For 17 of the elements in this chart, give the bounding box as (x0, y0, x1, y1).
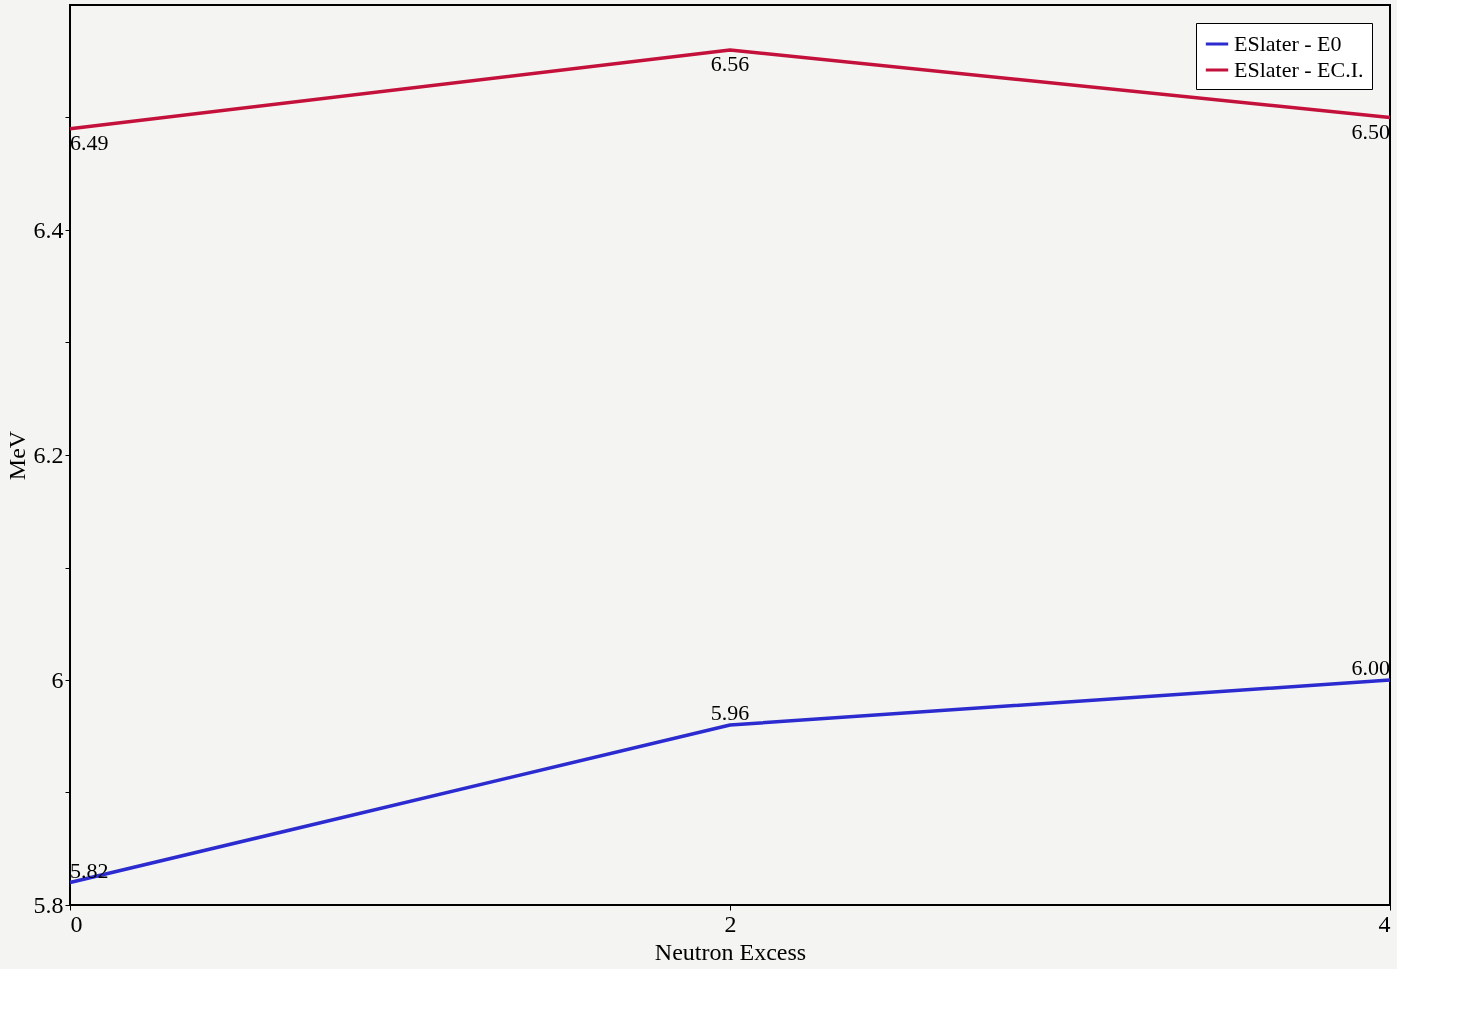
legend-label: ESlater - E0 (1234, 31, 1342, 56)
y-tick-label: 6.2 (33, 441, 64, 468)
x-axis-title: Neutron Excess (654, 938, 807, 965)
data-label: 5.96 (710, 700, 750, 725)
y-tick-label: 5.8 (33, 891, 64, 918)
y-tick-label: 6 (51, 666, 64, 693)
x-tick-label: 2 (724, 910, 737, 937)
data-label: 6.49 (70, 129, 109, 155)
x-tick-label: 0 (70, 910, 83, 937)
x-tick-label: 4 (1378, 910, 1391, 937)
legend-label: ESlater - EC.I. (1234, 57, 1364, 82)
y-tick-label: 6.4 (33, 216, 64, 243)
data-label: 5.82 (70, 857, 109, 883)
y-axis-title: MeV (3, 430, 30, 481)
data-label: 6.50 (1351, 118, 1390, 144)
data-label: 6.56 (710, 51, 750, 76)
data-label: 6.00 (1351, 655, 1390, 680)
